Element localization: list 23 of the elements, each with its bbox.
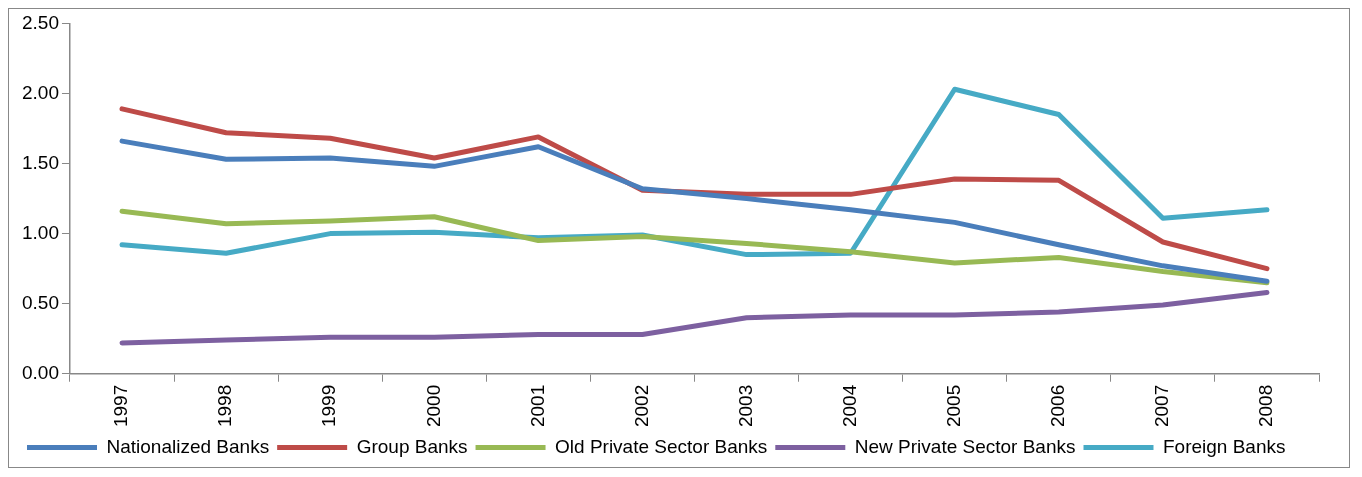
y-tick-label: 1.00 (22, 221, 59, 243)
legend-label: Old Private Sector Banks (555, 435, 768, 457)
y-tick-label: 2.00 (22, 81, 59, 103)
x-tick-label: 2001 (526, 384, 548, 428)
x-tick-label: 2003 (734, 384, 756, 428)
x-tick-label: 1999 (318, 384, 340, 428)
x-tick-label: 2008 (1255, 384, 1277, 428)
y-tick-label: 2.50 (22, 11, 59, 33)
legend-label: New Private Sector Banks (854, 435, 1076, 457)
x-tick-label: 2000 (422, 384, 444, 428)
legend-label: Nationalized Banks (106, 435, 270, 457)
y-tick-label: 0.50 (22, 291, 59, 313)
legend-label: Group Banks (356, 435, 468, 457)
legend-label: Foreign Banks (1163, 435, 1286, 457)
x-tick-label: 2006 (1047, 384, 1069, 428)
x-tick-label: 2005 (942, 384, 964, 428)
x-tick-label: 1997 (110, 384, 132, 428)
x-tick-label: 1998 (214, 384, 236, 428)
x-tick-label: 2007 (1151, 384, 1173, 428)
y-tick-label: 1.50 (22, 151, 59, 173)
y-tick-label: 0.00 (22, 361, 59, 383)
x-tick-label: 2002 (630, 384, 652, 428)
x-tick-label: 2004 (838, 384, 860, 428)
